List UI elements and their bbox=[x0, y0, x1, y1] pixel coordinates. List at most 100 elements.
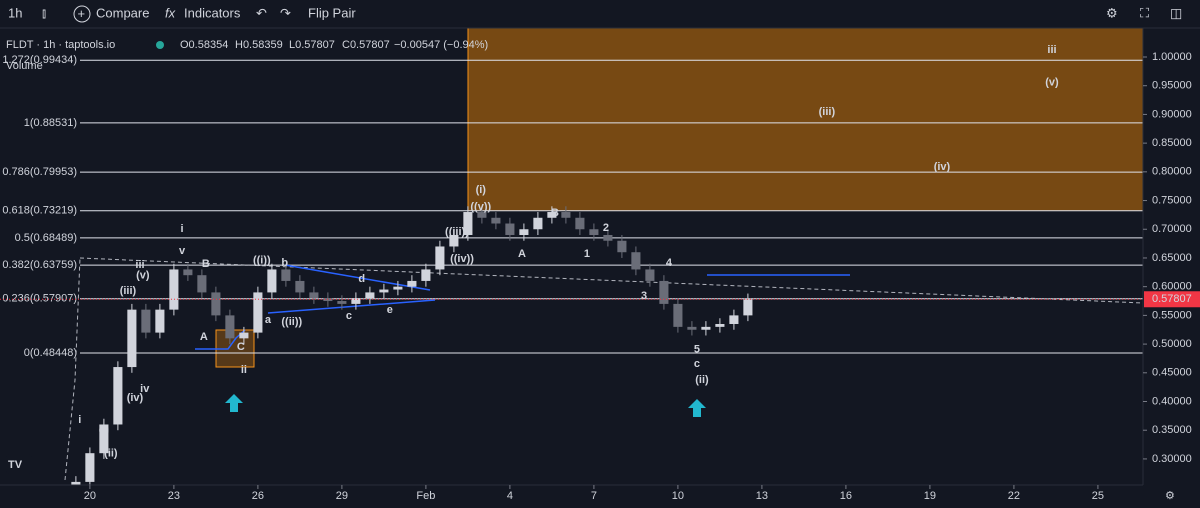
x-tick-label: 4 bbox=[507, 490, 513, 502]
wave-label: v bbox=[179, 245, 186, 257]
y-tick-label: 0.60000 bbox=[1152, 281, 1192, 293]
y-tick-label: 0.65000 bbox=[1152, 252, 1192, 264]
y-tick-label: 0.70000 bbox=[1152, 223, 1192, 235]
ohlc-low: L0.57807 bbox=[289, 39, 335, 51]
wave-label: B bbox=[551, 207, 559, 219]
x-tick-label: Feb bbox=[416, 490, 435, 502]
candle-body bbox=[533, 217, 543, 230]
x-tick-label: 10 bbox=[672, 490, 684, 502]
candle-body bbox=[239, 332, 249, 339]
ohlc-change: −0.00547 (−0.94%) bbox=[394, 39, 488, 51]
candle-body bbox=[141, 309, 151, 333]
y-tick-label: 0.45000 bbox=[1152, 367, 1192, 379]
wave-label: (ii) bbox=[695, 374, 709, 386]
candle-body bbox=[99, 424, 109, 454]
flip-pair-button[interactable]: Flip Pair bbox=[308, 5, 356, 20]
candle-body bbox=[505, 223, 515, 235]
indicators-icon[interactable]: fx bbox=[165, 5, 176, 20]
candle-body bbox=[477, 212, 487, 218]
drawings: iii(v)(iii)(iv)(i)((v))B((iii))((iv)) A21… bbox=[0, 44, 1143, 485]
candle-body bbox=[561, 212, 571, 218]
wave-label: ((i)) bbox=[253, 255, 271, 267]
candle-body bbox=[295, 280, 305, 293]
compare-plus[interactable]: + bbox=[78, 6, 86, 21]
wave-label: ((iii)) bbox=[445, 226, 469, 238]
interval-button[interactable]: 1h bbox=[8, 5, 22, 20]
candle-body bbox=[337, 301, 347, 304]
y-tick-label: 0.80000 bbox=[1152, 166, 1192, 178]
settings-button[interactable]: ⚙ bbox=[1106, 5, 1118, 20]
x-tick-label: 20 bbox=[84, 490, 96, 502]
wave-label: c bbox=[694, 358, 700, 370]
wave-label: (i) bbox=[476, 184, 487, 196]
wave-label: a bbox=[265, 314, 272, 326]
status-dot bbox=[156, 41, 164, 49]
candle-body bbox=[71, 481, 81, 485]
candle-body bbox=[183, 269, 193, 276]
candle-body bbox=[281, 269, 291, 281]
wave-label: i bbox=[78, 414, 81, 426]
wave-label: A bbox=[518, 248, 526, 260]
wave-label: (ii) bbox=[104, 448, 118, 460]
y-tick-label: 0.30000 bbox=[1152, 453, 1192, 465]
candle-body bbox=[85, 453, 95, 482]
redo-button[interactable]: ↷ bbox=[280, 5, 291, 20]
candle-body bbox=[449, 234, 459, 247]
indicators-button[interactable]: Indicators bbox=[184, 5, 241, 20]
candle-body bbox=[729, 315, 739, 324]
ohlc-close: C0.57807 bbox=[342, 39, 390, 51]
y-tick-label: 0.35000 bbox=[1152, 424, 1192, 436]
toolbar bbox=[0, 0, 1200, 28]
candle-body bbox=[631, 252, 641, 270]
last-price-label: 0.57807 bbox=[1152, 293, 1192, 305]
candle-body bbox=[407, 280, 417, 287]
ohlc-high: H0.58359 bbox=[235, 39, 283, 51]
x-tick-label: 7 bbox=[591, 490, 597, 502]
wave-label: 5 bbox=[694, 344, 700, 356]
wave-label: C bbox=[237, 341, 245, 353]
wave-label: 2 bbox=[603, 222, 609, 234]
ohlc-open: O0.58354 bbox=[180, 39, 228, 51]
bars-icon[interactable]: ⫾ bbox=[42, 5, 46, 20]
x-tick-label: 19 bbox=[924, 490, 936, 502]
trend-line bbox=[79, 257, 1143, 304]
candle-body bbox=[715, 323, 725, 327]
arrow-icon bbox=[225, 394, 243, 412]
wave-label: (iv) bbox=[934, 161, 951, 173]
candle-body bbox=[365, 292, 375, 299]
wave-label: B bbox=[202, 258, 210, 270]
wave-label: ((ii)) bbox=[281, 316, 302, 328]
candle-body bbox=[603, 234, 613, 241]
candle-body bbox=[309, 292, 319, 299]
fib-label: 1.272(0.99434) bbox=[2, 54, 77, 66]
symbol-info: FLDT · 1h · taptools.io bbox=[6, 39, 115, 51]
target-zone bbox=[468, 28, 1143, 211]
volume-label: Volume bbox=[6, 60, 43, 72]
wave-label: iv bbox=[140, 383, 150, 395]
time-settings[interactable]: ⚙ bbox=[1165, 490, 1175, 502]
x-tick-label: 29 bbox=[336, 490, 348, 502]
wave-label: i bbox=[180, 223, 183, 235]
snapshot-button[interactable]: ◫ bbox=[1170, 5, 1182, 20]
candle-body bbox=[113, 367, 123, 425]
wave-label: ((iv)) bbox=[450, 253, 474, 265]
wave-label: 1 bbox=[584, 248, 590, 260]
x-tick-label: 16 bbox=[840, 490, 852, 502]
fullscreen-button[interactable]: ⛶ bbox=[1139, 5, 1150, 20]
compare-icon[interactable] bbox=[73, 5, 91, 23]
candle-body bbox=[155, 309, 165, 333]
fib-label: 0.236(0.57907) bbox=[2, 293, 77, 305]
compare-button[interactable]: Compare bbox=[96, 5, 149, 20]
candle-body bbox=[197, 275, 207, 293]
candle-body bbox=[169, 269, 179, 310]
wave-label: ((v)) bbox=[470, 201, 491, 213]
wave-label: ii bbox=[241, 364, 247, 376]
undo-button[interactable]: ↶ bbox=[256, 5, 267, 20]
candle-body bbox=[687, 326, 697, 330]
wave-label: A bbox=[200, 331, 208, 343]
candle-body bbox=[127, 309, 137, 368]
wave-label: 4 bbox=[666, 257, 673, 269]
candle-body bbox=[351, 298, 361, 304]
x-tick-label: 13 bbox=[756, 490, 768, 502]
